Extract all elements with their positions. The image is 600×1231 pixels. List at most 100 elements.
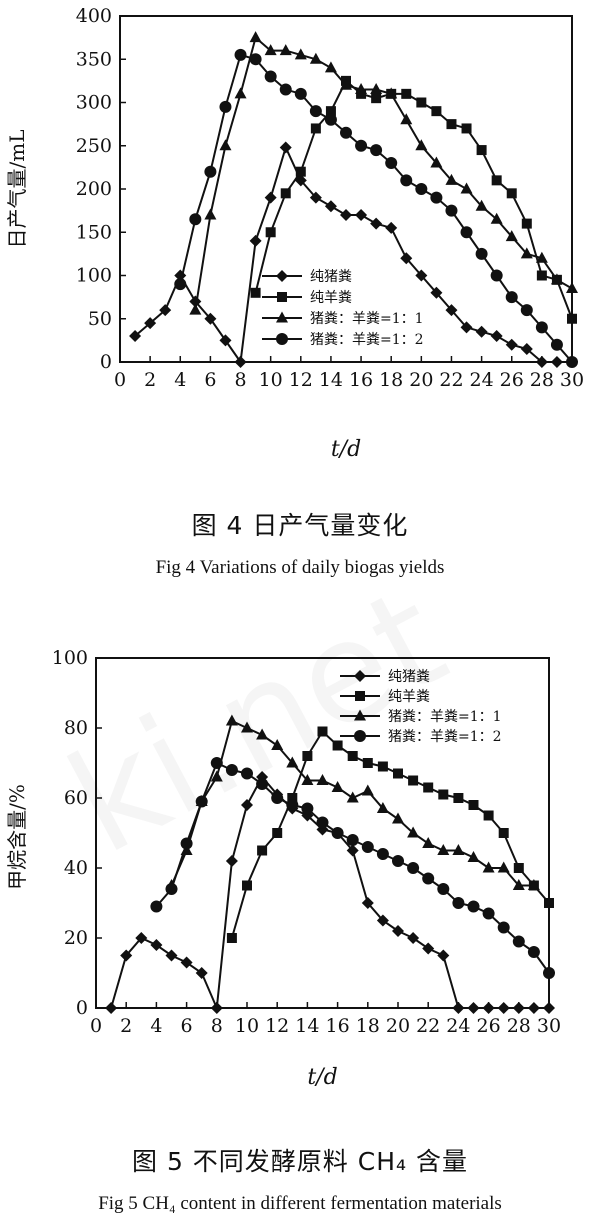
series-3-point (204, 208, 217, 220)
plot-frame (95, 657, 550, 1009)
series-3-point (566, 281, 578, 293)
series-2-point (371, 93, 382, 104)
x-tick-label: 24 (470, 369, 494, 391)
y-tick-label: 100 (76, 265, 112, 287)
y-tick-label: 20 (64, 927, 88, 949)
series-3-point (340, 78, 352, 90)
series-3-point (225, 714, 238, 726)
series-3-point (415, 139, 428, 151)
series-4-point (309, 105, 322, 118)
series-4-point (174, 278, 187, 291)
series-3-point (475, 199, 488, 211)
series-4-point (249, 53, 262, 66)
series-3-point (460, 182, 473, 194)
x-tick-label: 30 (537, 1015, 561, 1037)
series-1-point (520, 343, 533, 356)
series-1-point (467, 1002, 480, 1014)
series-1-point (249, 234, 262, 247)
series-4-point (294, 87, 307, 100)
x-tick-label: 22 (439, 369, 463, 391)
x-tick-label: 4 (174, 369, 186, 391)
x-tick-label: 0 (90, 1015, 102, 1037)
series-4-point (204, 165, 217, 178)
series-2-point (317, 726, 328, 737)
series-4-point (225, 764, 238, 776)
y-tick-label: 0 (76, 997, 88, 1019)
legend-label: 猪粪：羊粪=1：2 (388, 729, 502, 745)
series-3-point (445, 173, 458, 185)
series-1-point (430, 286, 443, 299)
series-4-point (316, 816, 329, 829)
series-4-point (385, 157, 398, 170)
series-4-point (415, 183, 428, 195)
y-axis-label: 甲烷含量/% (5, 784, 29, 890)
series-4-point (437, 883, 450, 895)
series-1-point (195, 967, 208, 979)
chart1-caption-cn: 图 4 日产气量变化 (191, 511, 409, 540)
series-1-point (346, 844, 359, 857)
series-3-point (234, 87, 247, 99)
series-3-point (279, 44, 292, 56)
series-3-point (241, 721, 253, 733)
series-2-point (302, 751, 313, 761)
series-1-point (355, 208, 368, 221)
series-4-point (430, 191, 443, 204)
x-axis-label: t/d (307, 1065, 337, 1090)
series-3-point (309, 52, 322, 64)
series-2-point (498, 828, 509, 838)
series-2-point (393, 768, 403, 779)
chart-daily-biogas: 0 2 4 6 8 10 12 14 16 18 20 22 24 26 28 300501001502002… (5, 5, 584, 462)
x-tick-label: 26 (500, 369, 524, 391)
series-1-point (392, 925, 404, 937)
series-1-point (264, 191, 277, 204)
series-1-point (415, 269, 428, 282)
series-3-point (331, 781, 344, 792)
series-1-point (234, 356, 247, 368)
x-tick-label: 14 (319, 369, 343, 391)
series-1-point (512, 1002, 525, 1014)
series-4-point (264, 70, 277, 83)
series-2-point (567, 313, 577, 324)
legend-marker (276, 333, 288, 345)
series-4-point (324, 113, 337, 126)
series-3-point (535, 251, 548, 263)
series-3-point (400, 113, 413, 125)
series-2-point (536, 270, 547, 281)
series-3-point (346, 791, 359, 803)
x-tick-label: 14 (295, 1015, 319, 1037)
series-2-point (453, 793, 464, 803)
x-tick-label: 4 (150, 1015, 162, 1037)
series-4-point (301, 802, 314, 815)
x-tick-label: 18 (379, 369, 403, 391)
series-4-point (271, 792, 284, 804)
series-2-point (521, 218, 532, 229)
x-tick-label: 20 (409, 369, 433, 391)
series-3-point (520, 247, 533, 259)
legend-marker (276, 270, 288, 282)
legend-label: 猪粪：羊粪=1：1 (310, 311, 424, 327)
x-tick-label: 0 (114, 369, 126, 391)
series-4-point (527, 946, 540, 958)
series-4-point (452, 897, 465, 909)
series-3-point (210, 770, 223, 782)
x-tick-label: 12 (265, 1015, 289, 1037)
series-4-point (234, 48, 247, 61)
series-1-point (385, 221, 398, 234)
x-tick-label: 6 (204, 369, 216, 391)
series-4-point (566, 356, 578, 368)
x-tick-label: 20 (386, 1015, 410, 1037)
series-4-point (497, 921, 510, 934)
series-2-point (295, 166, 306, 177)
y-tick-label: 50 (88, 308, 112, 330)
series-2-point (362, 758, 373, 768)
legend-marker (355, 691, 365, 701)
series-1-point (460, 321, 473, 334)
series-1-point (189, 295, 202, 308)
legend-marker (354, 709, 366, 721)
series-4-point (407, 862, 420, 874)
x-tick-label: 2 (144, 369, 156, 391)
series-1-point (309, 191, 322, 204)
x-tick-label: 28 (530, 369, 554, 391)
y-tick-label: 100 (52, 647, 88, 669)
series-2-point (438, 789, 449, 800)
